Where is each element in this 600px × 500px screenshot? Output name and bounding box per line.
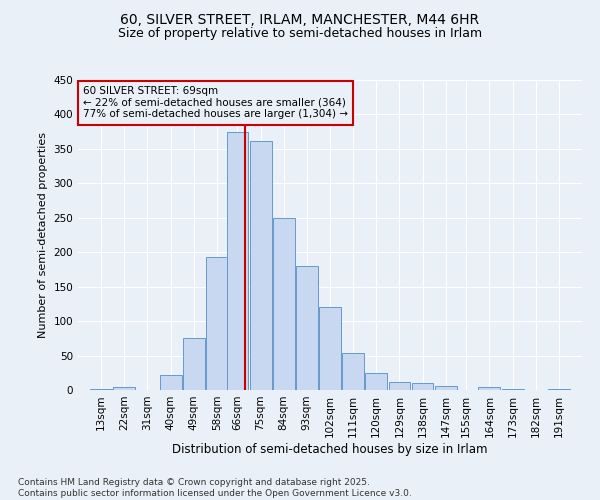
Text: 60 SILVER STREET: 69sqm
← 22% of semi-detached houses are smaller (364)
77% of s: 60 SILVER STREET: 69sqm ← 22% of semi-de… — [83, 86, 348, 120]
Bar — [479, 386, 500, 390]
Text: Contains HM Land Registry data © Crown copyright and database right 2025.
Contai: Contains HM Land Registry data © Crown c… — [18, 478, 412, 498]
Bar — [160, 375, 182, 390]
Bar — [250, 140, 271, 390]
Bar — [227, 132, 248, 390]
Bar — [113, 386, 135, 390]
Bar — [183, 338, 205, 390]
Bar — [90, 388, 112, 390]
Text: Size of property relative to semi-detached houses in Irlam: Size of property relative to semi-detach… — [118, 28, 482, 40]
Bar — [273, 218, 295, 390]
Bar — [412, 383, 433, 390]
Bar — [319, 308, 341, 390]
Bar — [342, 354, 364, 390]
Bar — [296, 266, 318, 390]
Bar — [435, 386, 457, 390]
X-axis label: Distribution of semi-detached houses by size in Irlam: Distribution of semi-detached houses by … — [172, 442, 488, 456]
Bar — [206, 257, 228, 390]
Y-axis label: Number of semi-detached properties: Number of semi-detached properties — [38, 132, 48, 338]
Bar — [365, 373, 387, 390]
Text: 60, SILVER STREET, IRLAM, MANCHESTER, M44 6HR: 60, SILVER STREET, IRLAM, MANCHESTER, M4… — [121, 12, 479, 26]
Bar — [548, 388, 570, 390]
Bar — [389, 382, 410, 390]
